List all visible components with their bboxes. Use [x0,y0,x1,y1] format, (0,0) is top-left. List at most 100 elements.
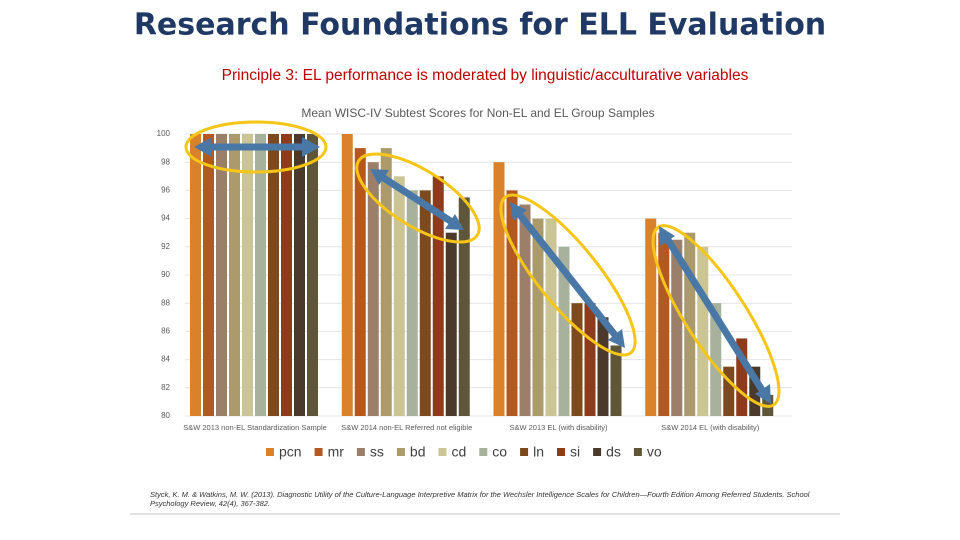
legend-swatch [633,448,642,456]
bar [610,345,622,416]
plot: 80 82 84 86 88 90 92 94 96 98 100 S&W 2013 non-EL S… [157,129,792,460]
legend-swatch [556,448,565,456]
x-tick-label: S&W 2014 EL (with disability) [661,423,760,432]
bar [493,162,505,416]
bar [281,134,292,416]
bar [684,232,696,416]
y-tick-label: 90 [161,270,170,279]
bar [645,218,657,416]
x-tick-label: S&W 2013 EL (with disability) [509,423,608,432]
arrow-head [445,214,464,230]
y-tick-label: 82 [161,383,170,392]
y-tick-label: 98 [161,157,170,166]
legend-label: vo [647,444,662,460]
x-tick-label: S&W 2013 non-EL Standardization Sample [183,423,327,432]
bar [445,232,457,416]
arrow-head [608,329,625,348]
bar [710,303,722,416]
bar [367,162,379,416]
bar [216,134,227,416]
legend-label: ds [606,444,621,460]
bar [242,134,253,416]
legend-label: mr [328,444,345,460]
legend-swatch [356,448,365,456]
bar [506,190,518,416]
legend-swatch [479,448,488,456]
citation-box: Styck, K. M. & Watkins, M. W. (2013). Di… [150,490,810,508]
legend-swatch [520,448,529,456]
highlight-ellipse [499,193,637,357]
arrow-heads [194,137,771,404]
bar [393,176,405,416]
bar [354,148,366,416]
bar [697,246,709,416]
bar [658,232,670,416]
legend-label: pcn [279,444,302,460]
bar [255,134,266,416]
bar [584,303,596,416]
bar [380,148,392,416]
arrow-head [510,202,527,221]
bar [723,366,735,416]
legend-swatch [593,448,602,456]
y-tick-label: 86 [161,327,170,336]
slide-subtitle: Principle 3: EL performance is moderated… [222,67,749,84]
arrow [517,212,618,338]
bar [419,190,431,416]
bar [294,134,305,416]
bar [532,218,544,416]
y-tick-label: 100 [157,129,171,138]
arrow-head [370,169,389,185]
bar [545,218,557,416]
bar [519,204,531,416]
arrow-head [194,137,212,157]
bar [749,366,761,416]
legend-label: cd [451,444,466,460]
bar [406,190,418,416]
bar [341,134,353,416]
bar [458,197,470,416]
legend-label: bd [410,444,426,460]
arrow [665,238,765,392]
y-tick-label: 88 [161,298,170,307]
legend-label: si [570,444,580,460]
highlight-ellipse [184,120,328,174]
y-tick-label: 96 [161,186,170,195]
bar [571,303,583,416]
arrow-head [302,137,320,157]
y-tick-label: 92 [161,242,170,251]
legend-swatch [314,448,323,456]
annotations [184,120,781,408]
trend-arrows [208,143,765,392]
arrow-head [659,226,675,246]
legend-swatch [266,448,274,456]
legend-label: ln [533,444,544,460]
legend-swatch [396,448,405,456]
bar [597,317,609,416]
slide-title: Research Foundations for ELL Evaluation [134,8,826,43]
x-tick-label: S&W 2014 non-EL Referred not eligible [341,423,472,432]
bar [736,338,748,416]
bar [229,134,240,416]
bar [268,134,279,416]
legend-label: ss [370,444,384,460]
bar [432,176,444,416]
citation: Styck, K. M. & Watkins, M. W. (2013). Di… [150,490,810,508]
bar [558,246,570,416]
arrow [380,174,454,225]
y-tick-label: 80 [161,411,170,420]
highlight-ellipse [355,152,481,244]
bar [190,134,201,416]
legend-swatch [438,448,447,456]
bar [307,134,318,416]
y-tick-label: 84 [161,355,170,364]
legend-label: co [492,444,507,460]
chart-title: Mean WISC-IV Subtest Scores for Non-EL a… [301,106,654,120]
bar [671,239,683,416]
y-tick-label: 94 [161,214,170,223]
bar [203,134,214,416]
arrow-head [755,384,771,404]
highlight-ellipse [651,224,781,408]
